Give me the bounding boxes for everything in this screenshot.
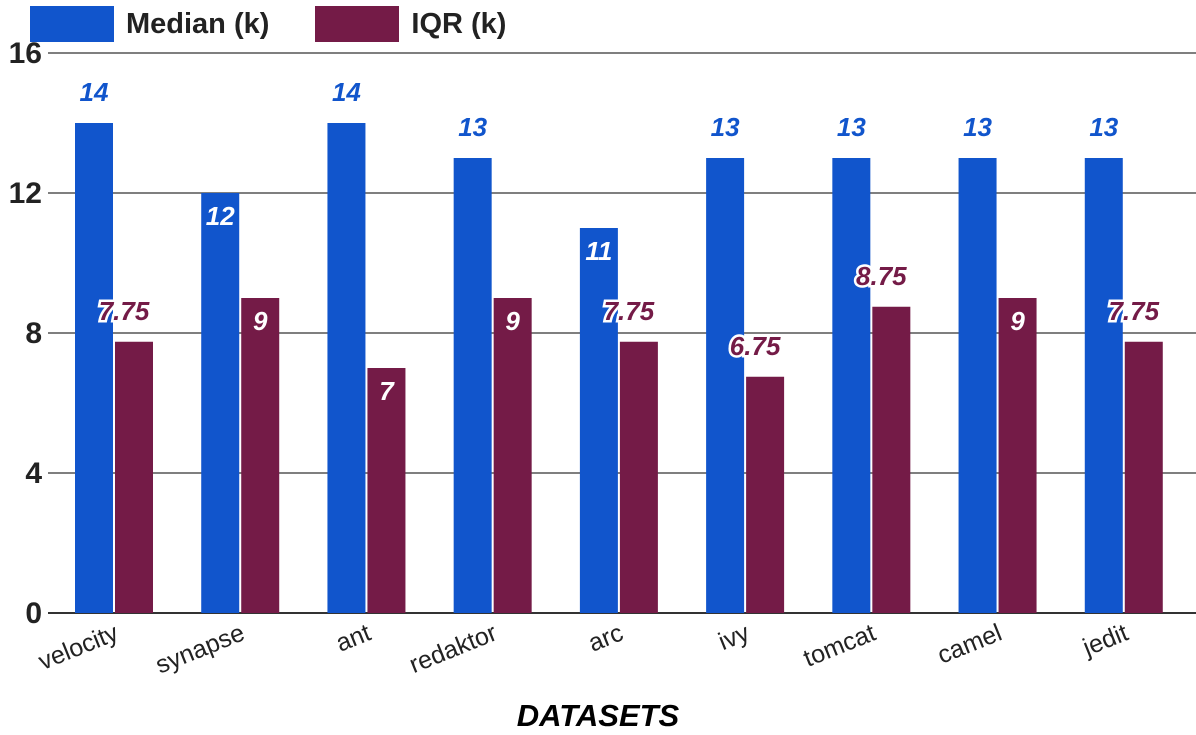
data-label-iqr: 6.75: [730, 331, 781, 361]
x-tick-label: velocity: [34, 618, 122, 675]
data-label-iqr: 7.75: [99, 296, 150, 326]
bar-iqr: [998, 298, 1037, 613]
chart-legend: Median (k) IQR (k): [30, 6, 552, 42]
bar-iqr: [241, 298, 280, 613]
x-tick-label: ant: [332, 619, 375, 658]
bar-median: [327, 123, 366, 613]
legend-label-iqr: IQR (k): [411, 7, 507, 40]
data-label-iqr: 7.75: [1108, 296, 1159, 326]
y-tick-label: 0: [25, 597, 42, 630]
data-label-median: 11: [585, 236, 612, 266]
data-label-median: 13: [711, 112, 740, 142]
bar-median: [706, 158, 745, 613]
y-tick-label: 4: [25, 457, 42, 490]
legend-label-median: Median (k): [126, 7, 270, 40]
x-tick-label: arc: [584, 619, 627, 658]
data-label-median: 13: [963, 112, 992, 142]
bar-median: [958, 158, 997, 613]
bar-iqr: [619, 341, 658, 613]
x-tick-label: redaktor: [405, 619, 501, 679]
data-label-median: 12: [206, 201, 235, 231]
bar-median: [453, 158, 492, 613]
data-label-median: 13: [1089, 112, 1118, 142]
legend-item-median: Median (k): [30, 6, 269, 42]
data-label-iqr: 9: [253, 306, 268, 336]
x-tick-label: camel: [933, 619, 1005, 670]
bar-median: [75, 123, 113, 613]
y-tick-label: 8: [25, 317, 42, 350]
data-label-median: 14: [80, 77, 109, 107]
x-axis-title: DATASETS: [516, 698, 680, 733]
data-label-iqr: 7.75: [604, 296, 655, 326]
data-label-iqr: 9: [505, 306, 520, 336]
y-tick-label: 12: [9, 177, 42, 210]
bar-median: [201, 193, 240, 613]
bar-iqr: [493, 298, 532, 613]
x-tick-label: tomcat: [800, 619, 880, 673]
y-tick-label: 16: [9, 37, 42, 70]
x-tick-label: ivy: [715, 618, 754, 656]
legend-swatch-median: [30, 6, 114, 42]
legend-item-iqr: IQR (k): [315, 6, 506, 42]
data-label-iqr: 8.75: [856, 261, 907, 291]
data-label-median: 14: [332, 77, 361, 107]
data-label-median: 13: [458, 112, 487, 142]
bar-iqr: [367, 368, 406, 613]
data-label-iqr: 7: [379, 376, 395, 406]
x-tick-label: jedit: [1078, 619, 1132, 663]
bar-iqr: [872, 306, 911, 613]
data-label-median: 13: [837, 112, 866, 142]
bar-iqr: [746, 376, 785, 613]
legend-swatch-iqr: [315, 6, 400, 42]
bar-median: [832, 158, 871, 613]
data-label-iqr: 9: [1010, 306, 1025, 336]
bar-iqr: [115, 341, 153, 613]
bar-median: [1084, 158, 1123, 613]
x-tick-label: synapse: [152, 619, 249, 680]
bar-median: [579, 228, 618, 613]
bar-iqr: [1124, 341, 1163, 613]
